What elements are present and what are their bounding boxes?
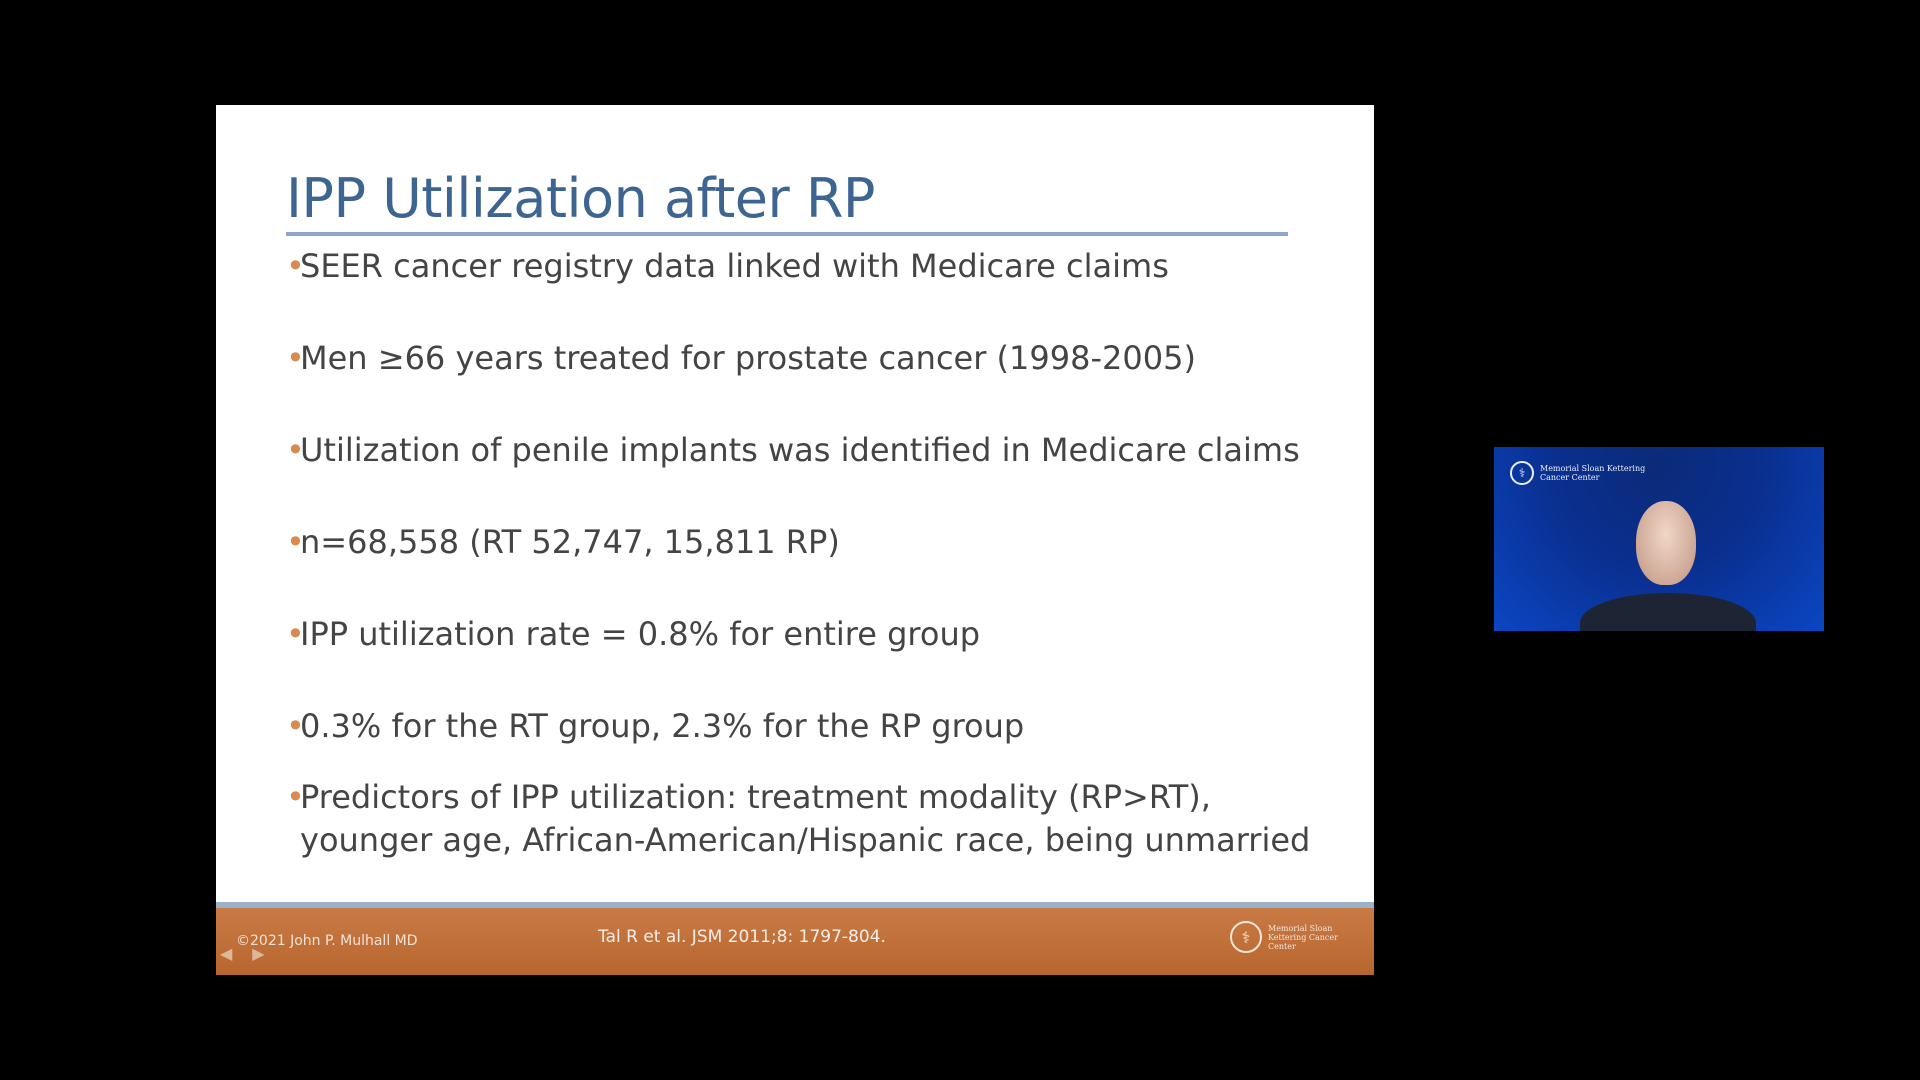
bullet-text: IPP utilization rate = 0.8% for entire g… [300,615,981,653]
footer-divider [216,902,1374,908]
slide-footer: ◀▶ ©2021 John P. Mulhall MD Tal R et al.… [216,908,1374,975]
speaker-head [1636,501,1696,585]
bullet-text: Predictors of IPP utilization: treatment… [300,778,1311,859]
bullet-text: Utilization of penile implants was ident… [300,431,1300,469]
bullet-text: Men ≥66 years treated for prostate cance… [300,339,1196,377]
msk-logo-icon: ⚕ [1230,921,1262,953]
bullet-marker-icon: • [286,615,305,653]
bullet-marker-icon: • [286,247,305,285]
bullet-marker-icon: • [286,431,305,469]
bullet-item: • Men ≥66 years treated for prostate can… [286,337,1196,380]
bullet-item: • n=68,558 (RT 52,747, 15,811 RP) [286,521,840,564]
speaker-webcam-feed: ⚕ Memorial Sloan Kettering Cancer Center [1494,447,1824,631]
title-underline [286,232,1288,236]
bullet-text: SEER cancer registry data linked with Me… [300,247,1169,285]
bullet-item: • 0.3% for the RT group, 2.3% for the RP… [286,705,1024,748]
msk-logo-icon: ⚕ [1510,461,1534,485]
speaker-body [1580,593,1756,631]
bullet-marker-icon: • [286,778,305,816]
footer-logo: ⚕ Memorial Sloan Kettering Cancer Center [1230,921,1356,953]
footer-citation: Tal R et al. JSM 2011;8: 1797-804. [598,927,886,947]
footer-copyright: ©2021 John P. Mulhall MD [236,933,418,949]
slide-nav-arrows-icon[interactable]: ◀▶ [220,944,285,963]
bullet-text: 0.3% for the RT group, 2.3% for the RP g… [300,707,1025,745]
bullet-item: • Utilization of penile implants was ide… [286,429,1300,472]
bullet-item: • Predictors of IPP utilization: treatme… [286,776,1330,862]
slide-title: IPP Utilization after RP [286,167,875,230]
bullet-marker-icon: • [286,523,305,561]
bullet-marker-icon: • [286,707,305,745]
bullet-item: • SEER cancer registry data linked with … [286,245,1169,288]
bullet-text: n=68,558 (RT 52,747, 15,811 RP) [300,523,840,561]
bullet-marker-icon: • [286,339,305,377]
webcam-logo: ⚕ Memorial Sloan Kettering Cancer Center [1510,461,1650,485]
bullet-item: • IPP utilization rate = 0.8% for entire… [286,613,980,656]
presentation-slide: IPP Utilization after RP • SEER cancer r… [216,105,1374,975]
footer-logo-text: Memorial Sloan Kettering Cancer Center [1268,923,1338,951]
webcam-logo-text: Memorial Sloan Kettering Cancer Center [1540,464,1646,482]
